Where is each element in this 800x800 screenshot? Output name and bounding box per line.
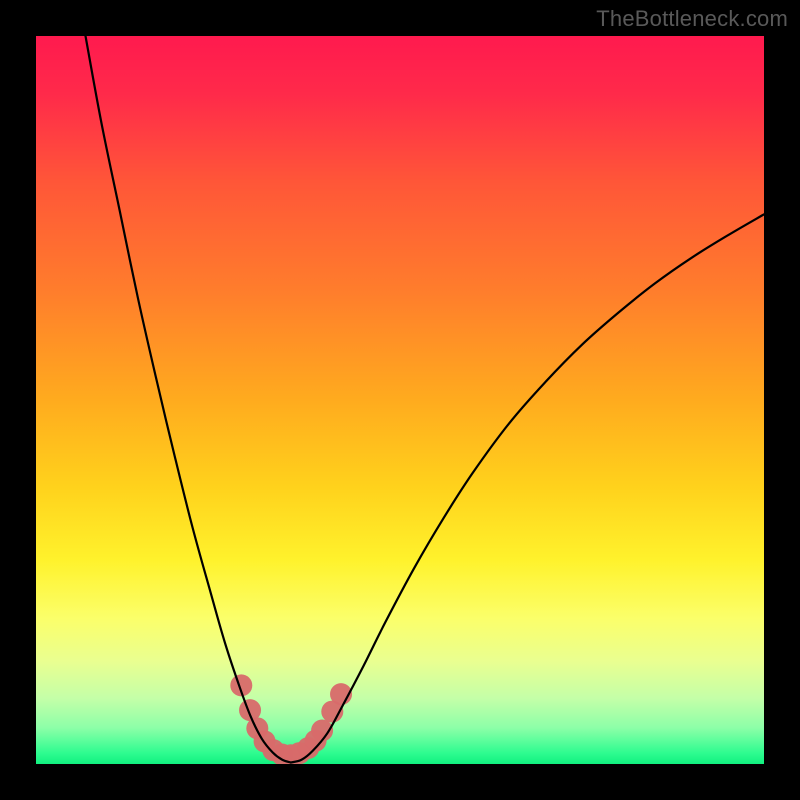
gradient-background — [36, 36, 764, 764]
plot-area — [36, 36, 764, 764]
watermark-text: TheBottleneck.com — [596, 6, 788, 32]
chart-frame: TheBottleneck.com — [0, 0, 800, 800]
